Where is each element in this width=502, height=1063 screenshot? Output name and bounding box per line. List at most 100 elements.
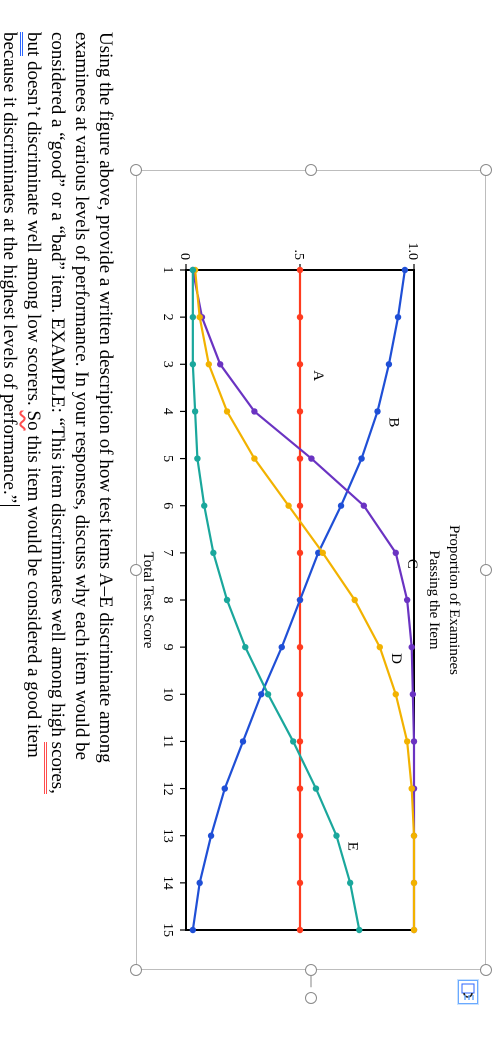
rotated-content: Proportion of ExamineesPassing the Item 0… — [0, 0, 502, 1063]
resize-handle-nw[interactable] — [480, 164, 492, 176]
series-marker-C — [361, 503, 367, 509]
series-marker-A — [297, 408, 303, 414]
series-marker-B — [338, 503, 344, 509]
x-tick-label: 2 — [160, 314, 175, 321]
series-marker-B — [240, 738, 246, 744]
series-marker-C — [411, 738, 417, 744]
series-marker-C — [409, 644, 415, 650]
series-marker-D — [352, 597, 358, 603]
question-text-5: because it discriminates at the highest … — [0, 32, 20, 503]
series-marker-A — [297, 927, 303, 933]
series-marker-A — [297, 267, 303, 273]
x-tick-label: 4 — [160, 408, 175, 415]
series-marker-A — [297, 738, 303, 744]
series-marker-A — [297, 550, 303, 556]
series-line-E — [193, 270, 359, 930]
resize-handle-sw[interactable] — [130, 164, 142, 176]
series-marker-A — [297, 833, 303, 839]
series-marker-A — [297, 455, 303, 461]
series-marker-E — [190, 361, 196, 367]
series-marker-B — [395, 314, 401, 320]
series-marker-D — [377, 644, 383, 650]
question-text-3a: considered a “good” or a “bad” item. EXA… — [47, 32, 68, 742]
series-marker-B — [190, 927, 196, 933]
resize-handle-e[interactable] — [305, 964, 317, 976]
series-marker-E — [210, 550, 216, 556]
x-tick-label: 6 — [160, 502, 175, 509]
x-tick-label: 12 — [160, 782, 175, 796]
question-text-4a-proof: but — [20, 32, 44, 56]
series-marker-D — [411, 927, 417, 933]
x-tick-label: 5 — [160, 455, 175, 462]
series-marker-E — [290, 738, 296, 744]
series-marker-E — [194, 455, 200, 461]
series-marker-D — [411, 833, 417, 839]
series-marker-A — [297, 361, 303, 367]
series-marker-C — [393, 550, 399, 556]
series-marker-E — [190, 267, 196, 273]
series-marker-B — [374, 408, 380, 414]
x-tick-label: 8 — [160, 597, 175, 604]
series-marker-D — [196, 314, 202, 320]
layout-options-icon — [459, 981, 477, 1003]
question-line-4: but doesn’t discriminate well among low … — [21, 32, 45, 758]
rotate-handle-stem — [304, 976, 318, 990]
text-cursor — [0, 505, 20, 511]
series-marker-B — [386, 361, 392, 367]
series-label-A: A — [310, 370, 326, 381]
series-marker-B — [402, 267, 408, 273]
series-marker-E — [347, 880, 353, 886]
series-marker-C — [404, 597, 410, 603]
series-marker-E — [313, 785, 319, 791]
resize-handle-se[interactable] — [130, 964, 142, 976]
question-line-1: Using the figure above, provide a writte… — [93, 32, 117, 763]
series-label-C: C — [404, 559, 420, 569]
series-marker-A — [297, 644, 303, 650]
question-text-2: examinees at various levels of performan… — [71, 32, 92, 760]
question-text-1: Using the figure above, provide a writte… — [95, 32, 116, 763]
layout-options-button[interactable] — [458, 980, 478, 1004]
series-marker-D — [404, 738, 410, 744]
question-text-4d: this item would be considered a good ite… — [23, 431, 44, 758]
series-marker-C — [251, 408, 257, 414]
rotate-handle[interactable] — [305, 992, 317, 1004]
question-text-4b: doesn’t discriminate well among low scor… — [23, 56, 44, 410]
series-marker-A — [297, 880, 303, 886]
series-marker-E — [356, 927, 362, 933]
x-tick-label: 14 — [160, 876, 175, 890]
question-line-2: examinees at various levels of performan… — [69, 32, 93, 760]
series-marker-A — [297, 503, 303, 509]
series-marker-C — [217, 361, 223, 367]
x-tick-label: 1 — [160, 267, 175, 274]
series-marker-E — [333, 833, 339, 839]
x-tick-label: 3 — [160, 361, 175, 368]
series-marker-D — [206, 361, 212, 367]
y-axis-title-line1: Proportion of Examinees — [446, 525, 462, 675]
x-tick-label: 11 — [160, 735, 175, 748]
y-tick-label: 0 — [177, 253, 192, 260]
x-tick-label: 9 — [160, 644, 175, 651]
series-marker-E — [242, 644, 248, 650]
series-marker-C — [410, 691, 416, 697]
series-marker-B — [258, 691, 264, 697]
series-marker-E — [224, 597, 230, 603]
series-marker-B — [358, 455, 364, 461]
chart-panel: Proportion of ExamineesPassing the Item 0… — [142, 190, 472, 960]
series-label-E: E — [344, 842, 360, 851]
series-marker-A — [297, 785, 303, 791]
y-axis-title-line2: Passing the Item — [426, 550, 442, 649]
series-label-D: D — [388, 653, 404, 664]
x-tick-label: 10 — [160, 687, 175, 701]
series-marker-E — [201, 503, 207, 509]
series-marker-B — [279, 644, 285, 650]
resize-handle-ne[interactable] — [480, 964, 492, 976]
series-marker-D — [409, 785, 415, 791]
series-marker-E — [265, 691, 271, 697]
question-text-4c-spell: So — [23, 411, 44, 431]
question-line-5: because it discriminates at the highest … — [0, 32, 21, 511]
resize-handle-w[interactable] — [305, 164, 317, 176]
resize-handle-s[interactable] — [130, 564, 142, 576]
series-label-B: B — [386, 417, 402, 427]
chart-svg: Proportion of ExamineesPassing the Item 0… — [142, 190, 472, 960]
resize-handle-n[interactable] — [480, 564, 492, 576]
